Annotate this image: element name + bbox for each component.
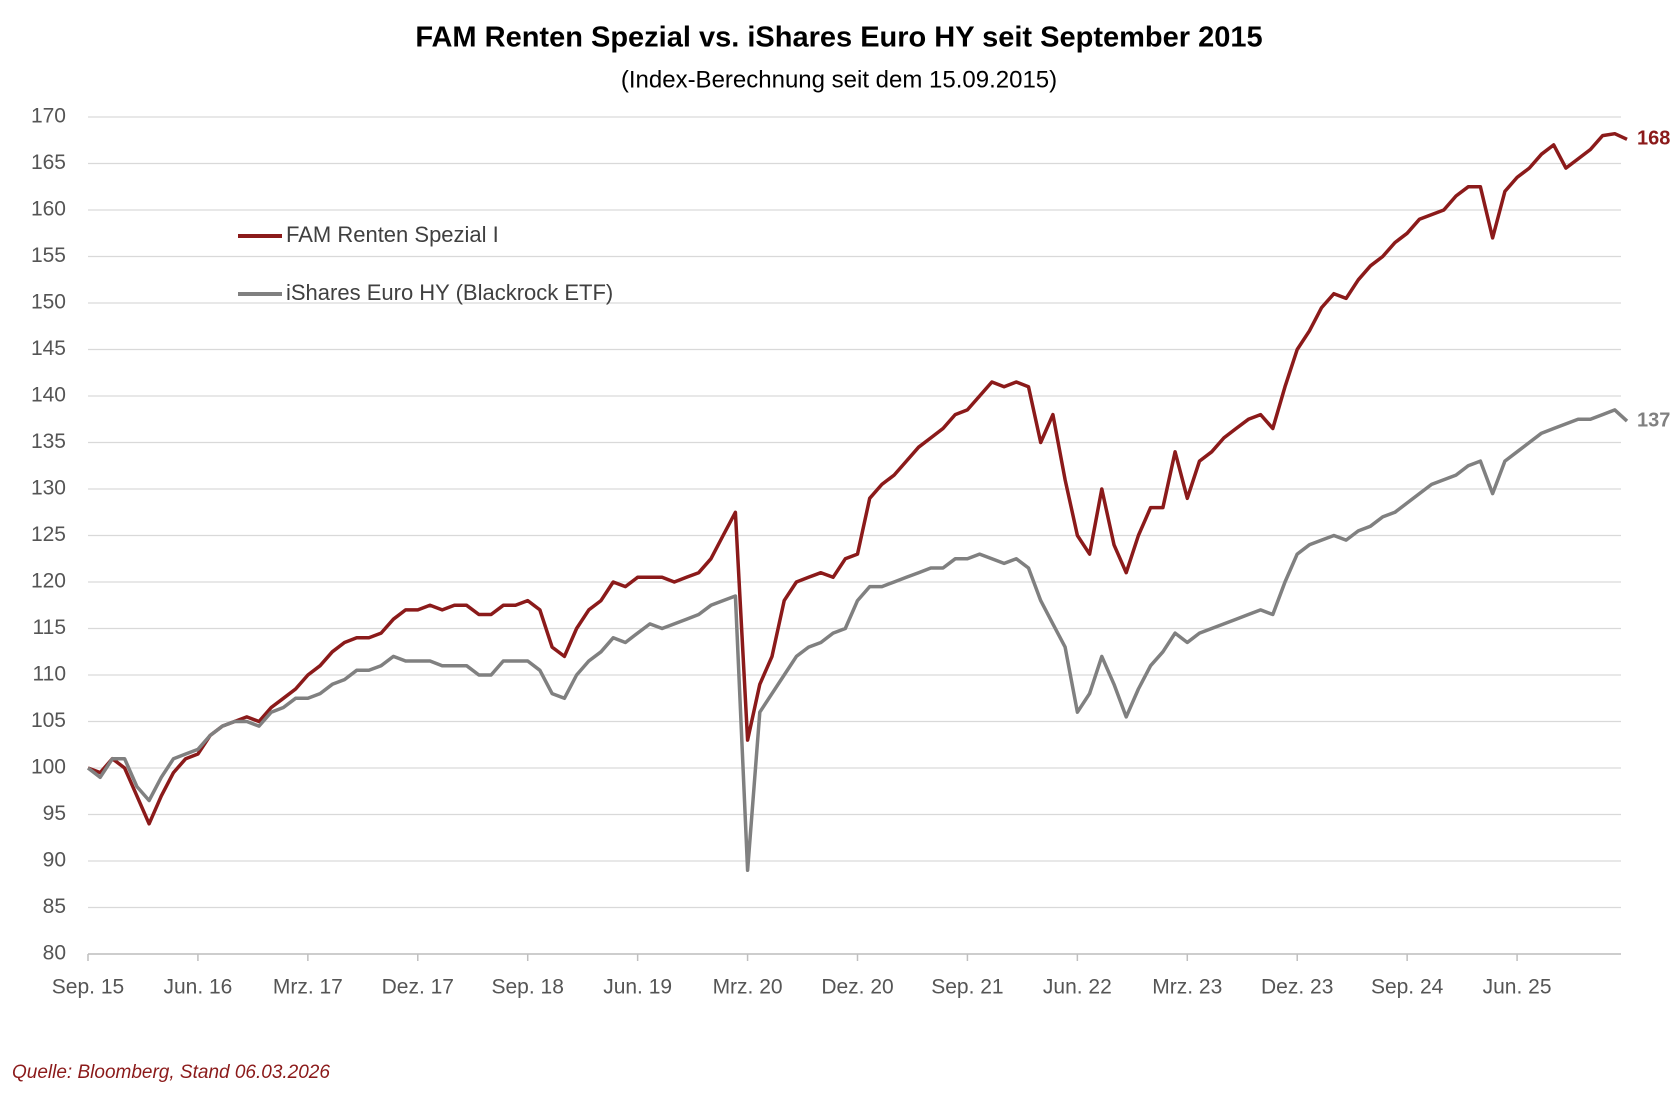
y-tick-label: 105 [31, 709, 66, 732]
y-tick-label: 125 [31, 523, 66, 546]
legend-label: FAM Renten Spezial I [286, 222, 499, 247]
chart-subtitle: (Index-Berechnung seit dem 15.09.2015) [621, 66, 1057, 93]
series-line [86, 408, 1629, 873]
y-tick-label: 100 [31, 756, 66, 779]
x-tick-label: Sep. 21 [931, 976, 1003, 999]
x-tick-label: Mrz. 20 [713, 976, 783, 999]
end-label: 168 [1637, 128, 1670, 150]
x-tick-label: Dez. 23 [1261, 976, 1333, 999]
series-line [87, 131, 1628, 826]
x-tick-label: Dez. 20 [821, 976, 893, 999]
y-tick-label: 90 [43, 849, 66, 872]
chart-title: FAM Renten Spezial vs. iShares Euro HY s… [415, 22, 1262, 54]
x-tick-label: Jun. 19 [603, 976, 672, 999]
x-tick-label: Jun. 25 [1483, 976, 1552, 999]
y-tick-label: 145 [31, 337, 66, 360]
y-tick-label: 140 [31, 384, 66, 407]
x-tick-label: Sep. 15 [52, 976, 124, 999]
x-tick-label: Sep. 24 [1371, 976, 1444, 999]
x-tick-label: Sep. 18 [492, 976, 564, 999]
x-tick-label: Jun. 16 [163, 976, 232, 999]
y-tick-label: 95 [43, 802, 66, 825]
y-tick-label: 130 [31, 477, 66, 500]
end-label: 137 [1637, 409, 1670, 431]
x-tick-label: Mrz. 17 [273, 976, 343, 999]
y-tick-label: 170 [31, 105, 66, 128]
x-tick-label: Mrz. 23 [1152, 976, 1222, 999]
y-tick-label: 160 [31, 198, 66, 221]
x-tick-label: Jun. 22 [1043, 976, 1112, 999]
y-tick-label: 150 [31, 291, 66, 314]
y-tick-label: 80 [43, 942, 66, 965]
y-tick-label: 120 [31, 570, 66, 593]
y-tick-label: 135 [31, 430, 66, 453]
source-note: Quelle: Bloomberg, Stand 06.03.2026 [12, 1062, 330, 1083]
y-tick-label: 110 [33, 663, 66, 686]
y-tick-label: 115 [33, 616, 66, 639]
y-tick-label: 85 [43, 895, 66, 918]
legend-label: iShares Euro HY (Blackrock ETF) [286, 280, 613, 305]
y-tick-label: 155 [31, 244, 66, 267]
y-tick-label: 165 [31, 151, 66, 174]
x-tick-label: Dez. 17 [382, 976, 454, 999]
